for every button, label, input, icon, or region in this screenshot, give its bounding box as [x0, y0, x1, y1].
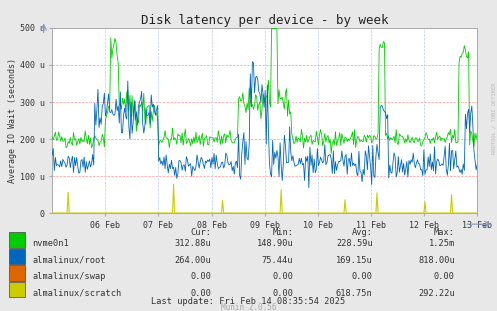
Text: 0.00: 0.00: [190, 272, 211, 281]
Bar: [9, 282, 25, 297]
Text: Last update: Fri Feb 14 08:35:54 2025: Last update: Fri Feb 14 08:35:54 2025: [152, 297, 345, 306]
Text: 0.00: 0.00: [272, 289, 293, 298]
Text: 75.44u: 75.44u: [262, 256, 293, 265]
Text: 618.75n: 618.75n: [336, 289, 373, 298]
Text: Max:: Max:: [434, 228, 455, 237]
Text: Min:: Min:: [272, 228, 293, 237]
Text: 0.00: 0.00: [434, 272, 455, 281]
Text: 148.90u: 148.90u: [256, 239, 293, 248]
Text: 0.00: 0.00: [190, 289, 211, 298]
Text: almalinux/root: almalinux/root: [32, 256, 106, 265]
Bar: [9, 265, 25, 281]
Text: almalinux/swap: almalinux/swap: [32, 272, 106, 281]
Text: 0.00: 0.00: [272, 272, 293, 281]
Bar: [9, 232, 25, 248]
Text: 818.00u: 818.00u: [418, 256, 455, 265]
Text: Avg:: Avg:: [352, 228, 373, 237]
Text: nvme0n1: nvme0n1: [32, 239, 69, 248]
Text: 292.22u: 292.22u: [418, 289, 455, 298]
Bar: [9, 248, 25, 264]
Text: almalinux/scratch: almalinux/scratch: [32, 289, 122, 298]
Text: Munin 2.0.56: Munin 2.0.56: [221, 303, 276, 311]
Title: Disk latency per device - by week: Disk latency per device - by week: [141, 14, 388, 27]
Text: 264.00u: 264.00u: [174, 256, 211, 265]
Text: 312.88u: 312.88u: [174, 239, 211, 248]
Text: 1.25m: 1.25m: [428, 239, 455, 248]
Text: 228.59u: 228.59u: [336, 239, 373, 248]
Text: RRDTOOL / TOBI OETIKER: RRDTOOL / TOBI OETIKER: [491, 82, 496, 154]
Text: 0.00: 0.00: [352, 272, 373, 281]
Y-axis label: Average IO Wait (seconds): Average IO Wait (seconds): [8, 58, 17, 183]
Text: Cur:: Cur:: [190, 228, 211, 237]
Text: 169.15u: 169.15u: [336, 256, 373, 265]
